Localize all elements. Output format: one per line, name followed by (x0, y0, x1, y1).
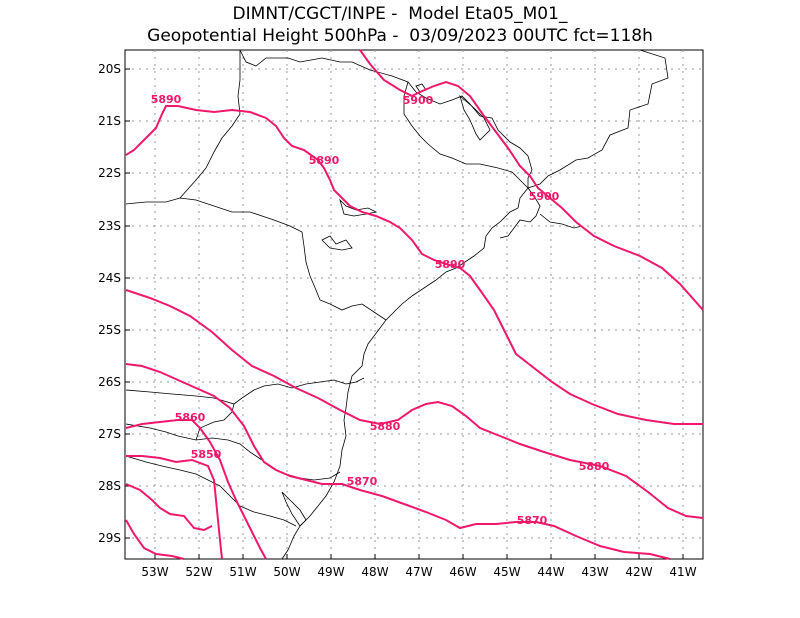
coastline-detail (539, 213, 583, 229)
state-boundary (125, 455, 297, 527)
lon-label: 52W (185, 565, 212, 579)
lat-label: 23S (98, 219, 121, 233)
lat-label: 22S (98, 166, 121, 180)
lat-label: 20S (98, 62, 121, 76)
state-boundary (239, 49, 533, 188)
lat-labels: 20S 21S 22S 23S 24S 25S 26S 27S 28S 29S (98, 62, 121, 545)
lon-label: 42W (625, 565, 652, 579)
contour-lines (125, 49, 704, 560)
lat-label: 25S (98, 323, 121, 337)
lon-label: 51W (229, 565, 256, 579)
state-boundary (125, 377, 365, 405)
map-subtitle: Geopotential Height 500hPa - 03/09/2023 … (147, 26, 653, 46)
lon-labels: 53W 52W 51W 50W 49W 48W 47W 46W 45W 44W … (141, 565, 696, 579)
state-boundary (403, 81, 529, 189)
river (321, 235, 353, 251)
lat-label: 28S (98, 479, 121, 493)
contour-label: 5900 (403, 94, 434, 107)
lat-label: 26S (98, 375, 121, 389)
state-boundary (125, 423, 341, 481)
river (339, 198, 378, 217)
lon-label: 48W (361, 565, 388, 579)
contour-label: 5890 (435, 258, 466, 271)
contour-line (125, 419, 267, 560)
lon-label: 46W (449, 565, 476, 579)
contour-label: 5890 (309, 154, 340, 167)
river (459, 94, 491, 141)
contour-line (125, 483, 213, 532)
lon-label: 45W (493, 565, 520, 579)
lon-label: 43W (581, 565, 608, 579)
lat-label: 27S (98, 427, 121, 441)
contour-label: 5870 (517, 514, 548, 527)
contour-labels: 5890 5900 5890 5900 5890 5880 5860 5850 … (151, 93, 610, 527)
lat-label: 21S (98, 114, 121, 128)
contour-label: 5890 (151, 93, 182, 106)
contour-line (359, 49, 704, 311)
contour-line (126, 455, 223, 560)
lat-label: 24S (98, 271, 121, 285)
contour-line (125, 105, 703, 425)
lon-label: 53W (141, 565, 168, 579)
contour-label: 5860 (175, 411, 206, 424)
tick-marks (125, 68, 684, 559)
lon-label: 44W (537, 565, 564, 579)
contour-label: 5850 (191, 448, 222, 461)
contour-label: 5880 (579, 460, 610, 473)
map-title: DIMNT/CGCT/INPE - Model Eta05_M01_ (232, 4, 568, 24)
lat-label: 29S (98, 531, 121, 545)
plot-frame (124, 49, 704, 560)
contour-label: 5880 (370, 420, 401, 433)
lagoon (281, 491, 307, 527)
graticule (125, 50, 703, 559)
lon-label: 49W (317, 565, 344, 579)
state-boundary (179, 50, 241, 199)
contour-label: 5900 (529, 190, 560, 203)
boundaries (125, 49, 669, 560)
lon-label: 41W (669, 565, 696, 579)
coastline-detail (499, 187, 541, 239)
coastline (281, 49, 669, 560)
contour-line (125, 363, 671, 560)
state-boundary (125, 197, 387, 321)
lon-label: 47W (405, 565, 432, 579)
contour-line (125, 519, 185, 560)
lon-label: 50W (273, 565, 300, 579)
contour-line (125, 289, 704, 519)
contour-label: 5870 (347, 475, 378, 488)
